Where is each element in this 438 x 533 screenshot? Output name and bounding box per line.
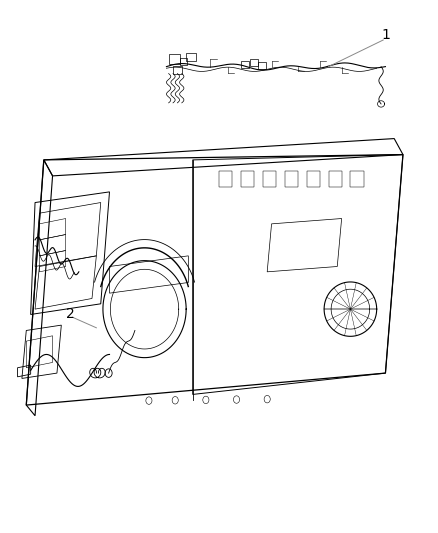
Bar <box>250 59 258 66</box>
Bar <box>169 54 180 64</box>
Text: 1: 1 <box>381 28 390 42</box>
Bar <box>258 62 266 69</box>
Bar <box>173 66 182 74</box>
Bar <box>241 61 249 68</box>
Bar <box>180 58 187 65</box>
Bar <box>186 53 196 61</box>
Text: 2: 2 <box>66 308 74 321</box>
